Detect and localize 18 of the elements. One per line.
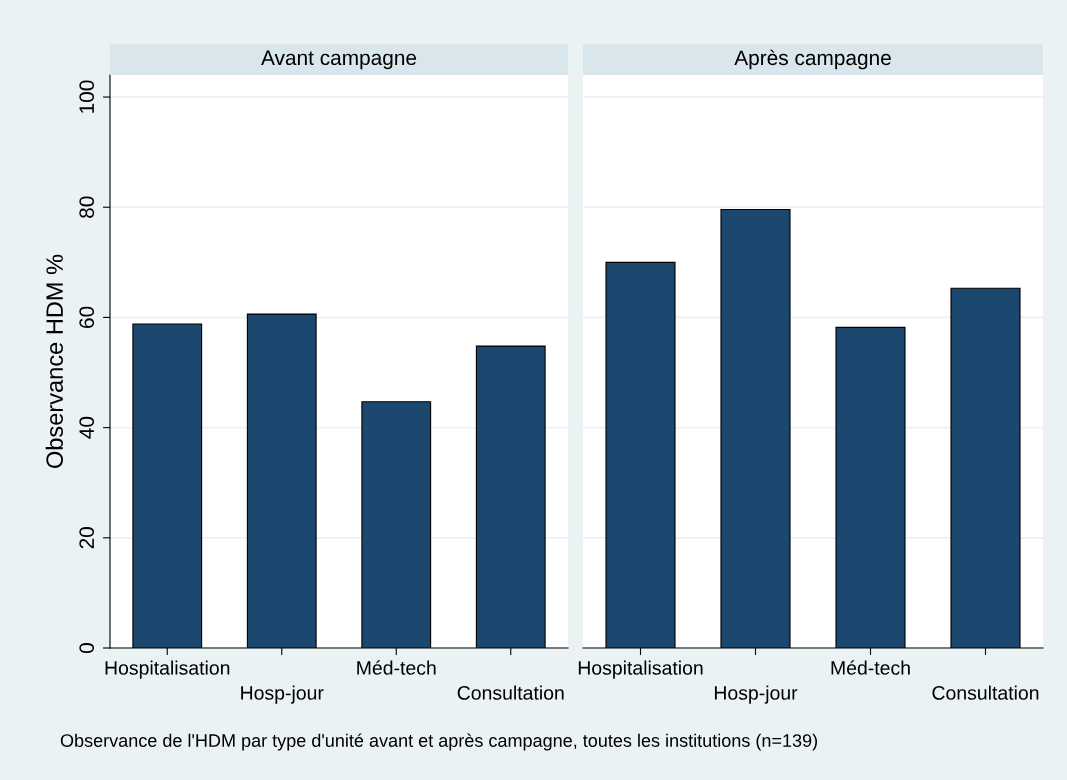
- y-tick-label: 100: [79, 80, 95, 113]
- text: Observance de l'HDM par type d'unité avant et après campagne, toutes les institutions (n=139): [60, 733, 817, 751]
- y-tick-label: 80: [79, 196, 95, 218]
- y-tick-label: 60: [79, 306, 95, 328]
- chart-title: Après campagne: [734, 49, 891, 70]
- y-tick-label: 20: [79, 527, 95, 549]
- x-tick-label: Méd-tech: [831, 660, 910, 675]
- x-tick-label: Consultation: [457, 685, 564, 700]
- y-tick-label: 40: [79, 416, 95, 439]
- chart-title: Avant campagne: [261, 50, 417, 70]
- x-tick-label: Méd-tech: [357, 660, 436, 675]
- x-tick-label: Hosp-jour: [714, 685, 798, 704]
- x-tick-label: Hosp-jour: [241, 685, 324, 704]
- y-axis-title: Observance HDM %: [45, 254, 63, 468]
- x-tick-label: Consultation: [932, 685, 1039, 700]
- y-tick-label: 0: [79, 643, 95, 653]
- x-tick-label: Hospitalisation: [578, 660, 703, 679]
- x-tick-label: Hospitalisation: [105, 660, 230, 679]
